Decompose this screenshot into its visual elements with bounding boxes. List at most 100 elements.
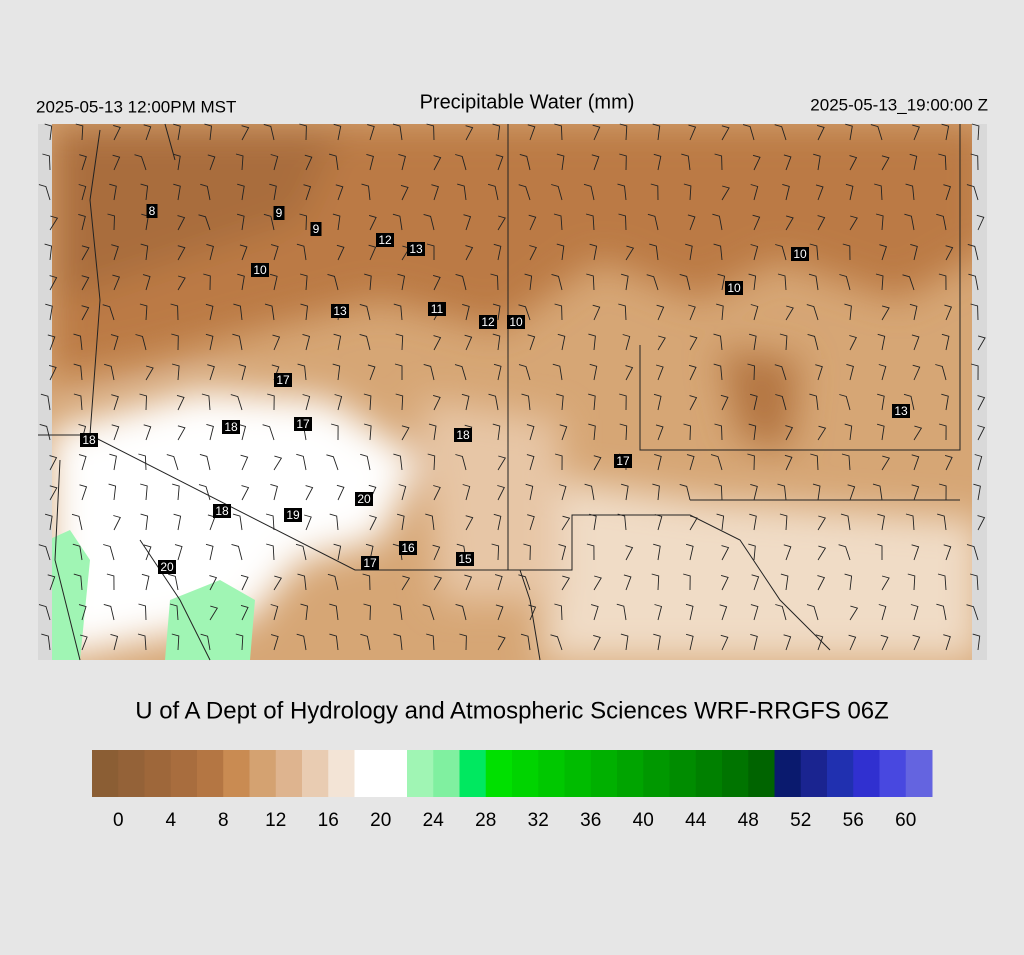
wind-barb xyxy=(497,635,506,651)
wind-barb xyxy=(397,273,406,291)
wind-barb xyxy=(455,603,467,621)
wind-barb xyxy=(849,605,859,621)
wind-barb xyxy=(526,454,535,471)
wind-barb xyxy=(561,575,570,591)
colorbar-tick-label: 56 xyxy=(843,810,864,831)
wind-barb xyxy=(401,575,411,591)
wind-barb xyxy=(111,394,119,411)
colorbar-tick-label: 44 xyxy=(685,810,707,831)
wind-barb xyxy=(171,633,180,651)
station-box xyxy=(791,247,809,261)
wind-barb xyxy=(241,125,250,141)
wind-barb xyxy=(970,303,979,321)
wind-barb xyxy=(593,634,601,651)
colorbar-bin xyxy=(695,750,723,797)
colorbar-tick-label: 20 xyxy=(370,810,391,831)
wind-barb xyxy=(302,394,311,411)
wind-barb xyxy=(529,245,537,261)
wind-barb xyxy=(328,153,339,171)
wind-barb xyxy=(750,244,759,261)
wind-barb xyxy=(47,574,56,591)
wind-barb xyxy=(426,123,435,141)
wind-barb xyxy=(518,574,531,591)
station-value: 10 xyxy=(727,281,741,295)
wind-barb xyxy=(270,604,279,621)
wind-barb xyxy=(655,364,664,381)
wind-barb xyxy=(775,244,787,261)
wind-barb xyxy=(265,513,275,531)
wind-barb xyxy=(78,184,87,201)
station-box xyxy=(399,541,417,555)
colorbar-tick-label: 32 xyxy=(528,810,549,831)
wind-barb xyxy=(589,363,598,381)
wind-barb xyxy=(173,513,182,531)
wind-barb xyxy=(360,453,371,471)
wind-barb xyxy=(457,183,467,201)
wind-barb xyxy=(972,633,981,651)
wind-barb xyxy=(720,574,729,591)
wind-barb xyxy=(110,334,119,351)
wind-barb xyxy=(262,424,275,441)
colorbar-bin xyxy=(302,750,329,797)
wind-barb xyxy=(784,454,793,471)
wind-barb xyxy=(845,183,854,201)
station-value: 18 xyxy=(224,420,238,434)
wind-barb xyxy=(233,303,243,321)
wind-barb xyxy=(368,244,377,261)
wind-barb xyxy=(816,124,825,141)
wind-barb xyxy=(777,273,787,291)
wind-barb xyxy=(742,124,755,141)
colorbar-tick-label: 40 xyxy=(633,810,654,831)
wind-barb xyxy=(815,184,824,201)
station-value: 11 xyxy=(431,302,444,316)
station-box xyxy=(274,373,292,387)
wind-barb xyxy=(360,633,371,651)
wind-barb xyxy=(79,484,88,501)
wind-barb xyxy=(679,273,691,291)
valid-time-utc: 2025-05-13_19:00:00 Z xyxy=(810,95,988,114)
wind-barb xyxy=(231,543,243,561)
wind-barb xyxy=(236,213,245,231)
wind-barb xyxy=(844,573,853,591)
colorbar-bin xyxy=(748,750,775,797)
station-labels: 8 9 9 12 13 10 13 11 12 10 10 10 17 18 17 18 18 17 13 20 18 1… xyxy=(80,204,910,574)
wind-barb xyxy=(433,485,441,501)
wind-barb xyxy=(935,364,947,381)
colorbar-bin xyxy=(407,750,434,797)
wind-barb xyxy=(588,333,596,351)
station-value: 10 xyxy=(509,315,523,329)
wind-barb xyxy=(359,333,371,351)
wind-barb xyxy=(459,633,467,651)
wind-barb xyxy=(104,363,115,381)
wind-barb xyxy=(369,515,377,531)
wind-barb xyxy=(911,484,920,501)
colorbar-tick-label: 0 xyxy=(113,810,124,831)
wind-barb xyxy=(300,603,308,621)
wind-barb xyxy=(777,483,787,501)
wind-barb xyxy=(591,154,600,171)
wind-barb xyxy=(943,544,952,561)
wind-barb xyxy=(748,423,757,441)
station-box xyxy=(407,242,425,256)
wind-barb xyxy=(779,513,788,531)
wind-barb xyxy=(783,634,792,651)
wind-barb xyxy=(396,513,405,531)
station-value: 10 xyxy=(253,263,267,277)
wind-barb xyxy=(878,604,887,621)
wind-barb xyxy=(73,363,83,381)
wind-barb xyxy=(368,214,377,231)
wind-barb xyxy=(875,273,884,291)
wind-barb xyxy=(422,604,435,621)
wind-barb xyxy=(273,455,283,471)
wind-barb xyxy=(393,453,403,471)
wind-barb xyxy=(905,513,915,531)
wind-barb xyxy=(487,183,499,201)
colorbar-tick-label: 48 xyxy=(738,810,759,831)
wind-barb xyxy=(493,243,502,261)
wind-barb xyxy=(774,124,787,141)
wind-barb xyxy=(974,454,983,471)
station-box xyxy=(892,404,910,418)
station-value: 18 xyxy=(215,504,229,518)
wind-barb xyxy=(48,364,57,381)
wind-barb xyxy=(198,214,211,231)
